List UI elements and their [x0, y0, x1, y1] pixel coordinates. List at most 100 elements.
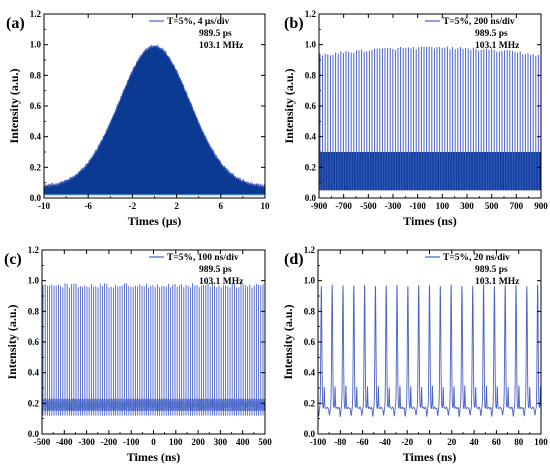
- x-tick-label: -10: [38, 201, 50, 211]
- y-tick-label: 0.4: [28, 368, 40, 378]
- legend-entry: T=5%, 200 ns/div: [443, 17, 515, 27]
- x-tick-label: 100: [436, 201, 450, 211]
- y-tick-label: 0.4: [305, 132, 317, 142]
- panel-a: -10 -6 -2 2 6 10 0.0 0.2 0.4 0.6 0.8 1.0 1.2 Times (μ…: [6, 9, 270, 228]
- y-tick-label: 1.2: [304, 245, 316, 255]
- legend-rep-rate: 103.1 MHz: [475, 277, 520, 287]
- x-tick-label: 300: [214, 437, 228, 447]
- x-tick-label: 20: [447, 437, 457, 447]
- y-tick-label: 0.6: [304, 337, 316, 347]
- x-axis-title: Times (ns): [403, 214, 456, 228]
- legend: T=5%, 4 μs/div 989.5 ps 103.1 MHz: [149, 17, 244, 51]
- legend: T=5%, 100 ns/div 989.5 ps 103.1 MHz: [149, 253, 244, 287]
- x-tick-label: 700: [510, 201, 524, 211]
- x-tick-label: 10: [261, 201, 271, 211]
- trace-d: [318, 284, 541, 418]
- legend-pulse-width: 989.5 ps: [475, 265, 508, 275]
- x-tick-label: -300: [385, 201, 402, 211]
- panel-label: (c): [4, 251, 22, 268]
- ticks-a: -10 -6 -2 2 6 10 0.0 0.2 0.4 0.6 0.8 1.0 1.2: [30, 9, 270, 211]
- y-axis-title: Intensity (a.u.): [7, 68, 21, 143]
- x-tick-label: 100: [534, 437, 548, 447]
- trace-c: [42, 283, 265, 416]
- y-tick-label: 0.2: [304, 398, 316, 408]
- panel-label: (d): [284, 251, 304, 268]
- x-axis-title: Times (μs): [128, 214, 182, 228]
- y-tick-label: 0.2: [28, 398, 40, 408]
- panel-label: (b): [284, 15, 304, 32]
- x-tick-label: -200: [101, 437, 118, 447]
- y-tick-label: 1.0: [305, 40, 317, 50]
- trace-b: [319, 46, 541, 191]
- x-tick-label: 0: [427, 437, 432, 447]
- x-axis-title: Times (ns): [403, 450, 456, 464]
- y-tick-label: 0.6: [305, 101, 317, 111]
- legend-pulse-width: 989.5 ps: [199, 29, 232, 39]
- y-axis-title: Intensity (a.u.): [5, 304, 19, 379]
- band-noise: [319, 152, 541, 191]
- legend-rep-rate: 103.1 MHz: [199, 277, 244, 287]
- x-tick-label: 0: [151, 437, 156, 447]
- trace-a: [44, 44, 265, 196]
- band-noise: [42, 398, 265, 411]
- x-tick-label: 2: [174, 201, 179, 211]
- x-tick-label: 80: [514, 437, 524, 447]
- x-tick-label: -300: [78, 437, 95, 447]
- y-tick-label: 1.0: [30, 40, 42, 50]
- x-tick-label: 200: [191, 437, 205, 447]
- x-tick-label: -80: [334, 437, 346, 447]
- pulse-train-envelope: [44, 46, 265, 195]
- background-band: [42, 398, 265, 411]
- x-tick-label: -2: [129, 201, 137, 211]
- envelope-edge: [44, 44, 265, 189]
- ticks-c: -500 -400 -300 -200 -100 0 100 200 300 400 500 0.0 0…: [28, 245, 273, 447]
- legend-entry: T=5%, 100 ns/div: [167, 253, 239, 263]
- y-tick-label: 1.2: [28, 245, 40, 255]
- legend-rep-rate: 103.1 MHz: [199, 41, 244, 51]
- x-axis-title: Times (ns): [127, 450, 180, 464]
- panel-b: -900 -700 -500 -300 -100 100 300 500 700 900 0.0 0.…: [282, 9, 548, 228]
- x-tick-label: 60: [492, 437, 502, 447]
- x-tick-label: -100: [409, 201, 426, 211]
- panel-d: -100 -80 -60 -40 -20 0 20 40 60 80 100 0.0 0.2 0.4 0.6…: [281, 245, 548, 464]
- x-tick-label: -100: [310, 437, 327, 447]
- x-tick-label: 900: [534, 201, 548, 211]
- y-tick-label: 0.0: [304, 429, 316, 439]
- x-tick-label: -100: [123, 437, 140, 447]
- ticks-b: -900 -700 -500 -300 -100 100 300 500 700 900 0.0 0.…: [305, 9, 549, 211]
- x-tick-label: -60: [357, 437, 369, 447]
- legend-rep-rate: 103.1 MHz: [475, 41, 520, 51]
- legend-pulse-width: 989.5 ps: [475, 29, 508, 39]
- y-tick-label: 1.0: [28, 276, 40, 286]
- x-tick-label: 40: [470, 437, 480, 447]
- legend: T=5%, 200 ns/div 989.5 ps 103.1 MHz: [425, 17, 520, 51]
- x-tick-label: -40: [379, 437, 391, 447]
- legend-entry: T=5%, 20 ns/div: [443, 253, 510, 263]
- ticks-d: -100 -80 -60 -40 -20 0 20 40 60 80 100 0.0 0.2 0.4 0.6…: [304, 245, 549, 447]
- legend-pulse-width: 989.5 ps: [199, 265, 232, 275]
- x-tick-label: -400: [56, 437, 73, 447]
- y-tick-label: 0.0: [305, 193, 317, 203]
- y-tick-label: 1.2: [305, 9, 317, 19]
- x-tick-label: 500: [258, 437, 272, 447]
- y-tick-label: 0.0: [30, 193, 42, 203]
- pulse-lines: [42, 283, 264, 416]
- y-tick-label: 0.8: [304, 306, 316, 316]
- y-tick-label: 1.0: [304, 276, 316, 286]
- y-tick-label: 0.4: [304, 368, 316, 378]
- x-tick-label: -900: [311, 201, 328, 211]
- legend: T=5%, 20 ns/div 989.5 ps 103.1 MHz: [425, 253, 520, 287]
- x-tick-label: 6: [219, 201, 224, 211]
- panel-label: (a): [6, 15, 25, 32]
- y-tick-label: 0.8: [28, 306, 40, 316]
- pulse-trace: [318, 284, 541, 418]
- y-tick-label: 0.4: [30, 132, 42, 142]
- y-axis-title: Intensity (a.u.): [281, 304, 295, 379]
- x-tick-label: 300: [460, 201, 474, 211]
- x-tick-label: 400: [236, 437, 250, 447]
- x-tick-label: -6: [84, 201, 92, 211]
- panel-c: -500 -400 -300 -200 -100 0 100 200 300 400 500 0.0 0…: [4, 245, 272, 464]
- pulse-lines: [319, 46, 539, 191]
- y-axis-title: Intensity (a.u.): [282, 68, 296, 143]
